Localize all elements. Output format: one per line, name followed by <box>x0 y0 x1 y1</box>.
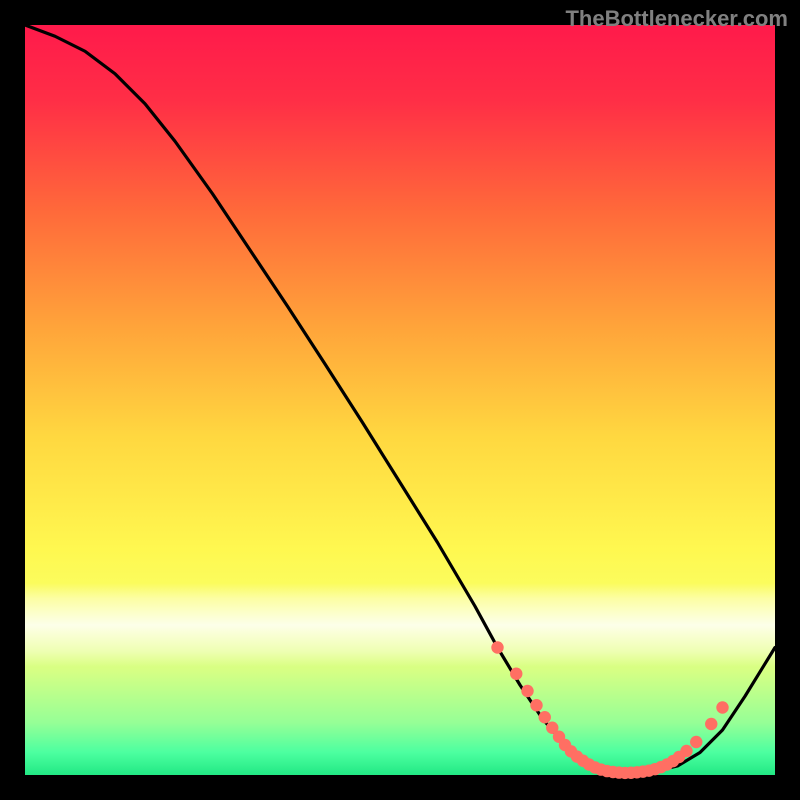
marker-dot <box>510 668 522 680</box>
chart-svg <box>0 0 800 800</box>
watermark-text: TheBottlenecker.com <box>565 6 788 32</box>
marker-dot <box>539 711 551 723</box>
marker-dot <box>680 745 692 757</box>
chart-container: TheBottlenecker.com <box>0 0 800 800</box>
marker-dot <box>521 685 533 697</box>
marker-dot <box>705 718 717 730</box>
white-band-overlay <box>25 25 775 775</box>
marker-dot <box>716 701 728 713</box>
marker-dot <box>530 699 542 711</box>
marker-dot <box>491 641 503 653</box>
marker-dot <box>690 736 702 748</box>
